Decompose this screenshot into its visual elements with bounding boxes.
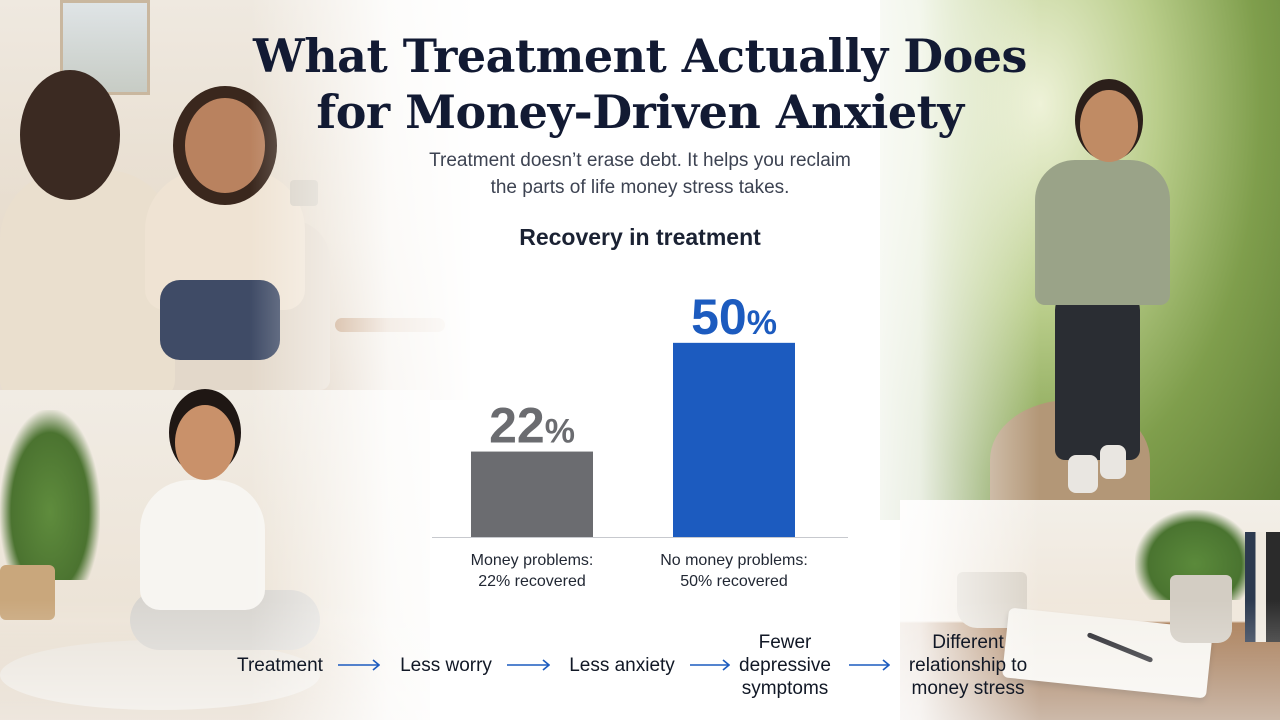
arrow-right-icon bbox=[690, 658, 731, 672]
chart-title: Recovery in treatment bbox=[519, 224, 761, 250]
houseplant bbox=[0, 410, 100, 580]
flow-step-treatment: Treatment bbox=[190, 654, 370, 677]
category-label-line: No money problems: bbox=[660, 552, 808, 569]
walker-shoe bbox=[1068, 455, 1098, 493]
data-label-unit: % bbox=[747, 304, 777, 342]
flow-step-fewer-depressive-symptoms: Fewer depressive symptoms bbox=[695, 631, 875, 700]
flow-step-line: Less worry bbox=[400, 654, 492, 676]
therapist-head bbox=[20, 70, 120, 200]
flow-step-line: relationship to bbox=[908, 654, 1028, 676]
data-label-value: 22 bbox=[489, 398, 545, 454]
category-label-2: No money problems: 50% recovered bbox=[660, 552, 808, 590]
subtitle-line: Treatment doesn’t erase debt. It helps y… bbox=[429, 150, 851, 171]
flow-step-line: Different bbox=[932, 631, 1004, 653]
title-line: What Treatment Actually Does bbox=[253, 29, 1027, 83]
arrow-right-icon bbox=[849, 658, 891, 672]
category-label-line: 22% recovered bbox=[478, 573, 586, 590]
page-subtitle: Treatment doesn’t erase debt. It helps y… bbox=[360, 147, 920, 201]
category-label-line: Money problems: bbox=[471, 552, 594, 569]
flow-step-less-anxiety: Less anxiety bbox=[532, 654, 712, 677]
category-label-1: Money problems: 22% recovered bbox=[471, 552, 594, 590]
flow-step-line: Fewer bbox=[758, 631, 812, 653]
subtitle-line: the parts of life money stress takes. bbox=[490, 177, 790, 198]
data-label-value: 50 bbox=[691, 289, 747, 345]
walker-shoe bbox=[1100, 445, 1126, 479]
recovery-bar-chart: 22% Money problems: 22% recovered 50% No mon… bbox=[432, 289, 848, 590]
meditator-head bbox=[175, 405, 235, 480]
bar-1 bbox=[471, 451, 593, 537]
flow-step-less-worry: Less worry bbox=[356, 654, 536, 677]
data-label-1: 22% bbox=[489, 398, 575, 454]
fade-overlay-bottom bbox=[0, 600, 1280, 720]
flow-step-line: Less anxiety bbox=[569, 654, 675, 676]
arrow-right-icon bbox=[338, 658, 381, 672]
data-label-2: 50% bbox=[691, 289, 777, 345]
arrow-right-icon bbox=[507, 658, 551, 672]
flow-step-different-relationship: Different relationship to money stress bbox=[878, 631, 1058, 700]
title-line: for Money-Driven Anxiety bbox=[316, 85, 964, 139]
data-label-unit: % bbox=[545, 413, 575, 451]
bar-2 bbox=[673, 342, 795, 537]
walker-legs bbox=[1055, 290, 1140, 460]
meditator-figure bbox=[140, 480, 265, 610]
walker-head bbox=[1080, 90, 1138, 162]
walker-jacket bbox=[1035, 160, 1170, 305]
flow-step-line: Treatment bbox=[237, 654, 323, 676]
category-label-line: 50% recovered bbox=[680, 573, 788, 590]
page-title: What Treatment Actually Does for Money-D… bbox=[240, 28, 1040, 140]
flow-step-line: symptoms bbox=[741, 677, 829, 699]
flow-step-line: depressive bbox=[739, 654, 831, 676]
flow-step-line: money stress bbox=[911, 677, 1025, 699]
